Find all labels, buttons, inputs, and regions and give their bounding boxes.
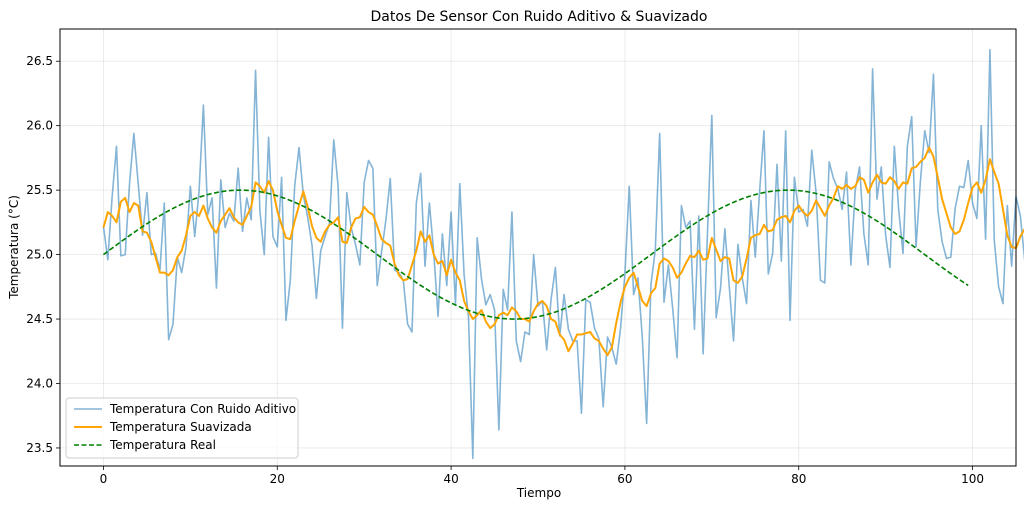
y-axis-ticks: 23.5 24.0 24.5 25.0 25.5 26.0 26.5 — [26, 54, 60, 455]
x-tick-label: 20 — [270, 472, 285, 486]
y-tick-label: 24.5 — [26, 312, 53, 326]
y-tick-label: 25.5 — [26, 183, 53, 197]
x-tick-label: 40 — [443, 472, 458, 486]
x-tick-label: 100 — [961, 472, 984, 486]
series-line-3 — [102, 189, 969, 320]
plot-area — [102, 48, 1024, 460]
x-tick-label: 60 — [617, 472, 632, 486]
x-tick-label: 0 — [100, 472, 108, 486]
legend-label-3: Temperatura Real — [109, 438, 216, 452]
legend: Temperatura Con Ruido Aditivo Temperatura… — [65, 397, 299, 459]
y-tick-label: 26.5 — [26, 54, 53, 68]
y-tick-label: 24.0 — [26, 376, 53, 390]
legend-box — [65, 397, 299, 459]
x-tick-label: 80 — [791, 472, 806, 486]
legend-label-1: Temperatura Con Ruido Aditivo — [109, 402, 296, 416]
y-tick-label: 23.5 — [26, 441, 53, 455]
y-tick-label: 25.0 — [26, 248, 53, 262]
y-tick-label: 26.0 — [26, 119, 53, 133]
axes-frame — [59, 28, 1017, 467]
chart-title: Datos De Sensor Con Ruido Aditivo & Suav… — [371, 9, 708, 25]
x-axis-ticks: 0 20 40 60 80 100 — [100, 466, 984, 486]
x-axis-label: Tiempo — [516, 486, 561, 500]
series-line-1 — [102, 48, 1024, 460]
y-axis-label: Temperatura (°C) — [7, 195, 21, 300]
series-line-2 — [102, 146, 1024, 357]
legend-label-2: Temperatura Suavizada — [109, 420, 252, 434]
